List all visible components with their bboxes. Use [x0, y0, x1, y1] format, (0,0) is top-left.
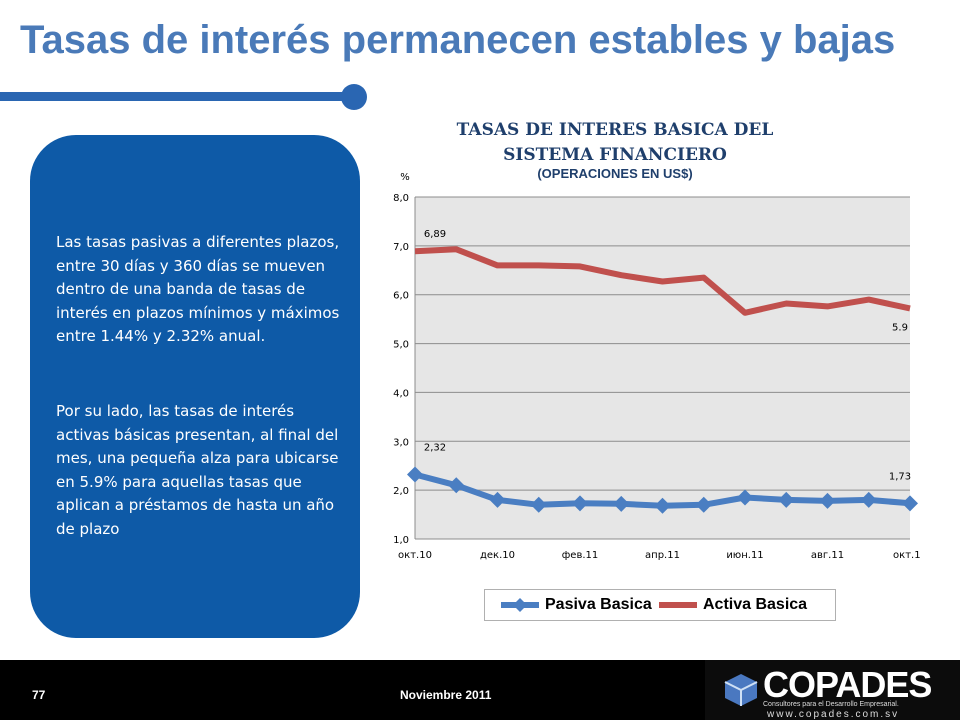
data-point-pasiva: [530, 496, 547, 513]
data-label: 2,32: [424, 443, 446, 454]
y-axis-label: %: [400, 172, 410, 183]
data-point-pasiva: [778, 491, 795, 508]
y-tick-label: 4,0: [393, 388, 409, 399]
copades-logo: COPADES Consultores para el Desarrollo E…: [705, 660, 960, 720]
data-point-pasiva: [572, 495, 588, 512]
data-point-pasiva: [819, 492, 836, 509]
y-tick-label: 5,0: [393, 340, 409, 351]
chart-subtitle: (OPERACIONES EN US$): [537, 166, 693, 181]
x-tick-label: окт.11: [893, 550, 920, 561]
logo-name: COPADES: [763, 664, 932, 705]
x-tick-label: фев.11: [562, 550, 599, 561]
commentary-paragraph-1: Las tasas pasivas a diferentes plazos, e…: [56, 233, 340, 345]
title-underline-dot: [341, 84, 367, 110]
x-tick-label: апр.11: [645, 550, 680, 561]
y-tick-label: 2,0: [393, 486, 409, 497]
legend-swatch-pasiva: [501, 598, 539, 612]
plot-area: [415, 197, 910, 539]
interest-rate-chart: 1,0 2,0 3,0 4,0 5,0 6,0 7,0 8,0% окт.10 дек.10 фев…: [393, 172, 920, 561]
chart-legend: Pasiva Basica Activa Basica: [484, 589, 836, 621]
logo-tagline: Consultores para el Desarrollo Empresari…: [763, 701, 899, 708]
footer-date: Noviembre 2011: [400, 688, 492, 702]
legend-item-activa: Activa Basica: [657, 590, 807, 620]
data-point-pasiva: [407, 466, 423, 483]
logo-url: www.copades.com.sv: [767, 709, 900, 720]
legend-label-activa: Activa Basica: [703, 596, 808, 613]
x-tick-label: дек.10: [480, 550, 515, 561]
series-line-activa: [414, 246, 911, 316]
data-point-pasiva: [613, 495, 630, 512]
y-tick-label: 3,0: [393, 437, 409, 448]
data-point-pasiva: [860, 491, 877, 508]
data-point-pasiva: [489, 491, 506, 508]
x-tick-label: июн.11: [726, 550, 763, 561]
commentary-paragraph-2: Por su lado, las tasas de interés activa…: [56, 402, 339, 538]
data-label: 5.9: [892, 322, 908, 333]
slide-title: Tasas de interés permanecen estables y b…: [20, 18, 896, 62]
page-number: 77: [32, 688, 46, 702]
y-tick-label: 8,0: [393, 193, 409, 204]
data-point-pasiva: [448, 477, 465, 494]
data-point-pasiva: [902, 495, 918, 512]
legend-item-pasiva: Pasiva Basica: [499, 590, 652, 620]
y-tick-label: 1,0: [393, 535, 409, 546]
chart-title: TASAS DE INTERES BASICA DEL SISTEMA FINA…: [456, 120, 774, 165]
legend-label-pasiva: Pasiva Basica: [545, 596, 652, 613]
legend-swatch-activa: [659, 602, 697, 608]
commentary-panel: Las tasas pasivas a diferentes plazos, e…: [30, 135, 360, 638]
title-underline: [0, 92, 352, 101]
data-point-pasiva: [737, 489, 753, 506]
data-label: 6,89: [424, 229, 446, 240]
data-label: 1,73: [889, 471, 911, 482]
data-point-pasiva: [654, 497, 671, 514]
logo-mark-icon: [724, 674, 758, 706]
y-tick-label: 6,0: [393, 291, 409, 302]
x-tick-label: авг.11: [811, 550, 844, 561]
data-point-pasiva: [695, 496, 712, 513]
y-tick-label: 7,0: [393, 242, 409, 253]
x-tick-label: окт.10: [398, 550, 432, 561]
